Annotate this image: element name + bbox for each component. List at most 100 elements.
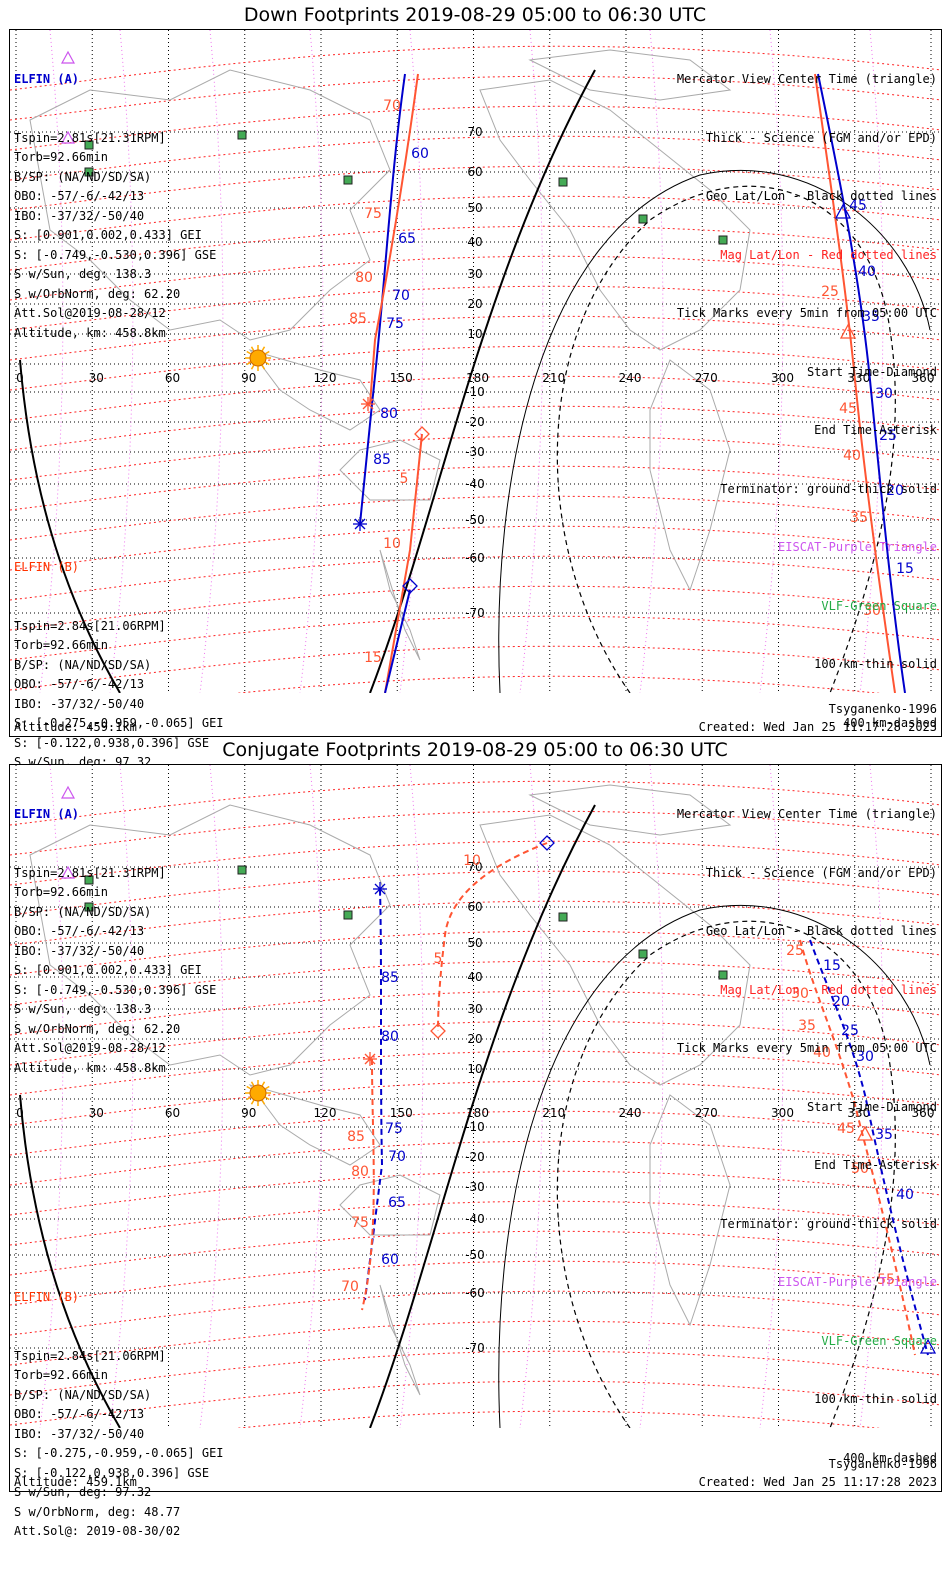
elfin-a-info-line: S: [0.901,0.002,0.433] GEI <box>14 963 202 977</box>
elfin-a-tick-label: 20 <box>886 483 904 499</box>
mag-lat-line <box>10 1050 941 1096</box>
elfin-b-info-line: B/SP: (NA/ND/SD/SA) <box>14 657 152 672</box>
elfin-b-tick-label: 70 <box>341 1279 359 1295</box>
legend-ticks: Tick Marks every 5min from 05:00 UTC <box>676 1041 937 1055</box>
elfin-a-tick-label: 35 <box>862 309 880 325</box>
elfin-a-tick-label: 60 <box>411 146 429 162</box>
lon-tick-label: 210 <box>542 1106 565 1120</box>
mag-lat-line <box>10 1170 941 1216</box>
elfin-b-track <box>361 1058 375 1311</box>
coastline <box>379 1284 421 1396</box>
elfin-a-tick-label: 25 <box>879 428 897 444</box>
elfin-a-info-line: Att.Sol@2019-08-28/12 <box>14 306 166 320</box>
coastline <box>29 69 391 341</box>
elfin-b-info-line: IBO: -37/32/-50/40 <box>14 1426 145 1441</box>
vlf-station-marker <box>638 949 648 959</box>
elfin-b-tick-label: 70 <box>383 98 401 114</box>
elfin-a-track <box>809 939 929 1356</box>
lat-tick-label: -10 <box>465 1120 485 1134</box>
coastline <box>29 804 391 1076</box>
elfin-a-tick-label: 25 <box>841 1023 859 1039</box>
lat-tick-label: -60 <box>465 551 485 565</box>
elfin-b-tick-label: 75 <box>364 206 382 222</box>
lat-tick-label: -10 <box>465 385 485 399</box>
footer-altitude: Altitude: 459.1km <box>14 720 137 734</box>
mag-lat-line <box>10 1350 941 1396</box>
legend: Mercator View Center Time (triangle) Thi… <box>677 766 937 1507</box>
elfin-a-tick-label: 45 <box>849 198 867 214</box>
elfin-b-info-line: S: [-0.122,0.938,0.396] GSE <box>14 735 210 750</box>
elfin-b-info-line: OBO: -57/-6/-42/13 <box>14 1407 145 1421</box>
elfin-b-info-line: Torb=92.66min <box>14 638 108 652</box>
mag-lat-line <box>10 900 941 946</box>
eiscat-marker <box>60 50 76 64</box>
mag-lat-line <box>10 165 941 211</box>
lon-tick-label: 30 <box>89 1106 104 1120</box>
mag-lat-line <box>10 615 941 661</box>
lat-tick-label: -50 <box>465 513 485 527</box>
vlf-station-marker <box>638 214 648 224</box>
vlf-station-marker <box>343 910 353 920</box>
legend-mercator: Mercator View Center Time (triangle) <box>676 72 937 86</box>
elfin-b-tick-label: 45 <box>837 1121 855 1137</box>
elfin-b-tick-label: 5 <box>434 951 443 967</box>
mag-lon-line <box>639 30 664 693</box>
elfin-b-info-line: S w/Sun, deg: 97.32 <box>14 1485 152 1499</box>
elfin-a-info-line: S: [-0.749,-0.530,0.396] GSE <box>14 247 217 262</box>
legend-mag: Mag Lat/Lon - Red dotted lines <box>720 247 937 262</box>
mag-lat-line <box>10 930 941 976</box>
legend-start: Start Time-Diamond <box>806 364 937 379</box>
lon-tick-label: 90 <box>241 1106 256 1120</box>
center-time-triangle <box>839 323 857 339</box>
mag-lat-line <box>10 525 941 571</box>
elfin-b-tick-label: 85 <box>349 311 367 327</box>
mag-lat-line <box>10 465 941 511</box>
mag-lon-line <box>519 30 544 693</box>
mag-lat-line <box>10 495 941 541</box>
mag-lat-line <box>10 1290 941 1336</box>
elfin-a-title: ELFIN (A) <box>14 72 80 86</box>
elfin-b-tick-label: 15 <box>364 650 382 666</box>
mag-lat-line <box>10 45 941 91</box>
legend-400km: 400 km-dashed <box>843 715 937 730</box>
terminator-line <box>19 1094 121 1428</box>
elfin-a-tick-label: 80 <box>381 1029 399 1045</box>
map-frame-conjugate: 0 30 60 90 120 150 180 210 240 270 300 330 360 70 60 50… <box>9 764 942 1538</box>
coastline <box>649 1094 731 1327</box>
lat-tick-label: 30 <box>467 267 482 281</box>
lon-tick-label: 270 <box>695 1106 718 1120</box>
elfin-b-tick-label: 80 <box>355 270 373 286</box>
elfin-b-tick-label: 85 <box>347 1129 365 1145</box>
lon-tick-label: 0 <box>16 371 24 385</box>
lat-tick-label: 40 <box>467 235 482 249</box>
legend-thick: Thick - Science (FGM and/or EPD) <box>705 130 937 145</box>
mag-lat-line <box>10 75 941 121</box>
coastline <box>528 784 732 836</box>
elfin-a-info-line: Torb=92.66min <box>14 885 108 899</box>
elfin-a-info-line: Altitude, km: 458.8km <box>14 325 166 340</box>
end-asterisk-marker <box>353 517 367 531</box>
elfin-b-tick-label: 30 <box>791 986 809 1002</box>
lon-tick-label: 360 <box>912 1106 935 1120</box>
elfin-b-tick-label: 45 <box>839 401 857 417</box>
lon-tick-label: 30 <box>89 371 104 385</box>
end-asterisk-marker <box>363 1052 377 1066</box>
lat-tick-label: 10 <box>467 327 482 341</box>
center-time-triangle <box>834 203 852 219</box>
elfin-b-tick-label: 35 <box>850 510 868 526</box>
legend-terminator: Terminator: ground-thick solid <box>720 481 937 496</box>
elfin-a-tick-label: 75 <box>386 316 404 332</box>
elfin-b-tick-label: 40 <box>813 1045 831 1061</box>
vlf-station-marker <box>558 177 568 187</box>
lon-tick-label: 90 <box>241 371 256 385</box>
lon-tick-label: 270 <box>695 371 718 385</box>
mag-lat-line <box>10 285 941 331</box>
elfin-a-tick-label: 70 <box>388 1149 406 1165</box>
mag-lat-line <box>10 810 941 856</box>
mag-lat-line <box>235 675 881 693</box>
lon-tick-label: 150 <box>390 371 413 385</box>
mag-lat-line <box>10 555 941 601</box>
elfin-a-info-line: S w/Sun, deg: 138.3 <box>14 267 152 281</box>
mag-lat-line <box>10 870 941 916</box>
sun-icon <box>245 345 271 371</box>
